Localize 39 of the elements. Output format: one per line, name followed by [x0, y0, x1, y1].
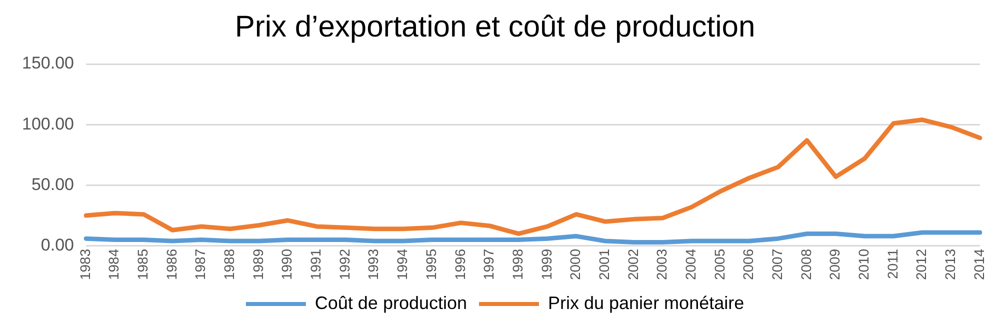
y-tick-label: 100.00 — [22, 114, 74, 134]
x-tick-label: 1997 — [480, 248, 497, 280]
x-tick-label: 1999 — [538, 248, 554, 280]
chart-title: Prix d’exportation et coût de production — [234, 10, 756, 44]
x-tick-label: 1990 — [278, 248, 295, 280]
x-tick-label: 2014 — [970, 248, 987, 280]
x-tick-label: 2002 — [624, 248, 641, 280]
x-tick-label: 1985 — [134, 248, 151, 280]
x-tick-label: 2000 — [567, 248, 584, 280]
x-tick-label: 2010 — [856, 248, 872, 280]
x-tick-label: 2007 — [768, 248, 785, 280]
x-tick-label: 2008 — [798, 248, 814, 280]
x-tick-label: 1994 — [394, 248, 410, 280]
x-tick-label: 2005 — [711, 248, 728, 280]
x-tick-label: 2001 — [596, 248, 612, 280]
y-tick-label: 0.00 — [40, 236, 74, 255]
x-tick-label: 1983 — [76, 248, 93, 280]
y-tick-label: 50.00 — [31, 174, 74, 194]
x-tick-label: 2011 — [884, 248, 900, 279]
x-tick-label: 1993 — [365, 248, 382, 280]
x-tick-label: 1984 — [106, 248, 122, 280]
x-tick-label: 2003 — [654, 248, 670, 280]
x-tick-label: 1995 — [422, 248, 439, 280]
legend-label: Prix du panier monétaire — [548, 292, 744, 313]
legend-label: Coût de production — [314, 292, 468, 313]
x-tick-label: 2009 — [826, 248, 843, 280]
x-tick-label: 1991 — [308, 248, 324, 280]
x-tick-label: 1986 — [163, 248, 180, 280]
x-tick-label: 2013 — [942, 248, 958, 280]
y-tick-label: 150.00 — [22, 54, 74, 73]
x-tick-label: 2012 — [913, 248, 930, 280]
x-tick-label: 2006 — [740, 248, 756, 280]
x-tick-label: 1992 — [336, 248, 352, 280]
x-tick-label: 2004 — [682, 248, 698, 280]
x-tick-label: 1998 — [509, 248, 526, 280]
x-tick-label: 1989 — [250, 248, 266, 280]
x-tick-label: 1988 — [221, 248, 238, 280]
x-tick-label: 1987 — [192, 248, 208, 280]
x-tick-label: 1996 — [452, 248, 468, 280]
